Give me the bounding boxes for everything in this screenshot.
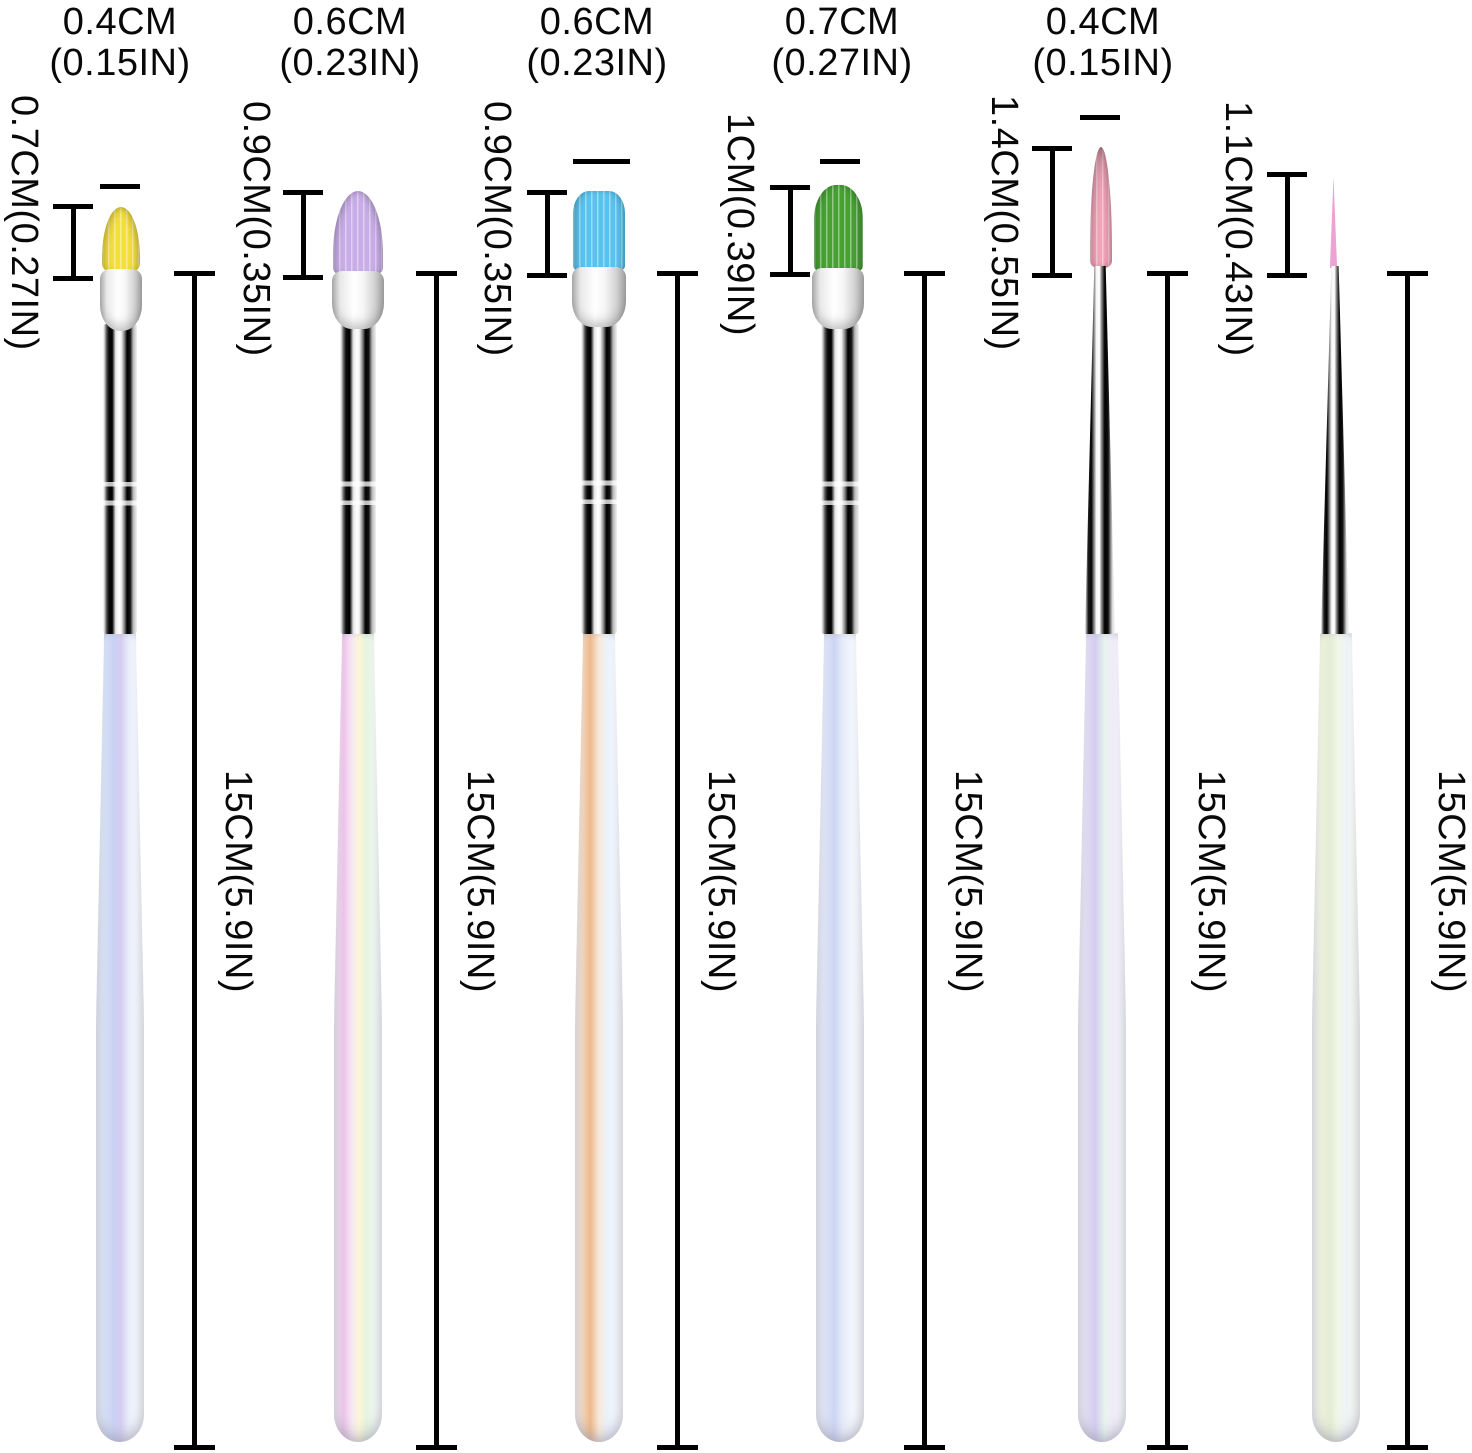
- width-label-in: (0.23IN): [526, 42, 668, 84]
- handle: [333, 631, 383, 1442]
- width-label-in: (0.27IN): [771, 42, 913, 84]
- width-tick: [820, 159, 860, 164]
- width-label: 0.7CM (0.27IN): [732, 2, 952, 84]
- length-dimension-line: [904, 271, 945, 1450]
- bristle-length-bracket: [770, 185, 810, 277]
- ferrule-collar: [812, 268, 864, 329]
- handle: [1077, 631, 1127, 1442]
- width-label-in: (0.23IN): [279, 42, 421, 84]
- bristle-length-bracket: [1032, 146, 1072, 278]
- width-label-cm: 0.6CM: [539, 1, 655, 43]
- width-label: 0.4CM (0.15IN): [10, 2, 230, 84]
- ferrule: [340, 323, 376, 634]
- length-dimension-line: [1387, 271, 1428, 1450]
- width-tick: [1080, 115, 1120, 120]
- width-label-cm: 0.7CM: [784, 1, 900, 43]
- bristle-length-label: 1.1CM(0.43IN): [1217, 101, 1259, 357]
- bristle-length-bracket: [527, 190, 567, 278]
- handle: [815, 631, 865, 1442]
- length-dimension-line: [1147, 271, 1188, 1450]
- bristle-length-bracket: [53, 204, 93, 281]
- bristle: [573, 191, 625, 270]
- length-dimension-line: [416, 271, 457, 1450]
- ferrule: [1085, 266, 1115, 634]
- bristle-length-label: 0.9CM(0.35IN): [476, 101, 518, 357]
- bristle-length-bracket: [283, 190, 323, 280]
- width-tick: [100, 184, 140, 189]
- bristle-length-label: 1.4CM(0.55IN): [983, 95, 1025, 351]
- bristle: [1090, 147, 1112, 268]
- ferrule: [581, 321, 617, 634]
- width-label: 0.6CM (0.23IN): [240, 2, 460, 84]
- total-length-label: 15CM(5.9IN): [700, 770, 742, 993]
- total-length-label: 15CM(5.9IN): [459, 770, 501, 993]
- bristle-length-label: 1CM(0.39IN): [719, 113, 761, 336]
- width-label-in: (0.15IN): [1032, 42, 1174, 84]
- width-label-cm: 0.6CM: [292, 1, 408, 43]
- total-length-label: 15CM(5.9IN): [1190, 770, 1232, 993]
- ferrule: [1321, 266, 1349, 634]
- width-tick: [573, 159, 630, 164]
- bristle: [102, 207, 140, 273]
- handle: [574, 631, 624, 1442]
- bristle-length-label: 0.9CM(0.35IN): [235, 101, 277, 357]
- total-length-label: 15CM(5.9IN): [217, 770, 259, 993]
- bristle: [333, 191, 383, 274]
- total-length-label: 15CM(5.9IN): [947, 770, 989, 993]
- bristle: [814, 185, 863, 271]
- ferrule-collar: [332, 271, 384, 329]
- handle: [95, 631, 145, 1442]
- length-dimension-line: [657, 271, 698, 1450]
- bristle-length-bracket: [1267, 172, 1307, 278]
- ferrule: [103, 324, 137, 634]
- ferrule-collar: [572, 267, 626, 327]
- length-dimension-line: [174, 271, 215, 1450]
- total-length-label: 15CM(5.9IN): [1430, 770, 1472, 993]
- width-label-in: (0.15IN): [49, 42, 191, 84]
- width-label-cm: 0.4CM: [62, 1, 178, 43]
- bristle-length-label: 0.7CM(0.27IN): [3, 95, 45, 351]
- width-label-cm: 0.4CM: [1045, 1, 1161, 43]
- handle: [1311, 631, 1361, 1442]
- width-label: 0.6CM (0.23IN): [487, 2, 707, 84]
- width-label: 0.4CM (0.15IN): [993, 2, 1213, 84]
- ferrule-collar: [100, 269, 142, 331]
- ferrule: [821, 323, 859, 634]
- bristle: [1330, 177, 1337, 268]
